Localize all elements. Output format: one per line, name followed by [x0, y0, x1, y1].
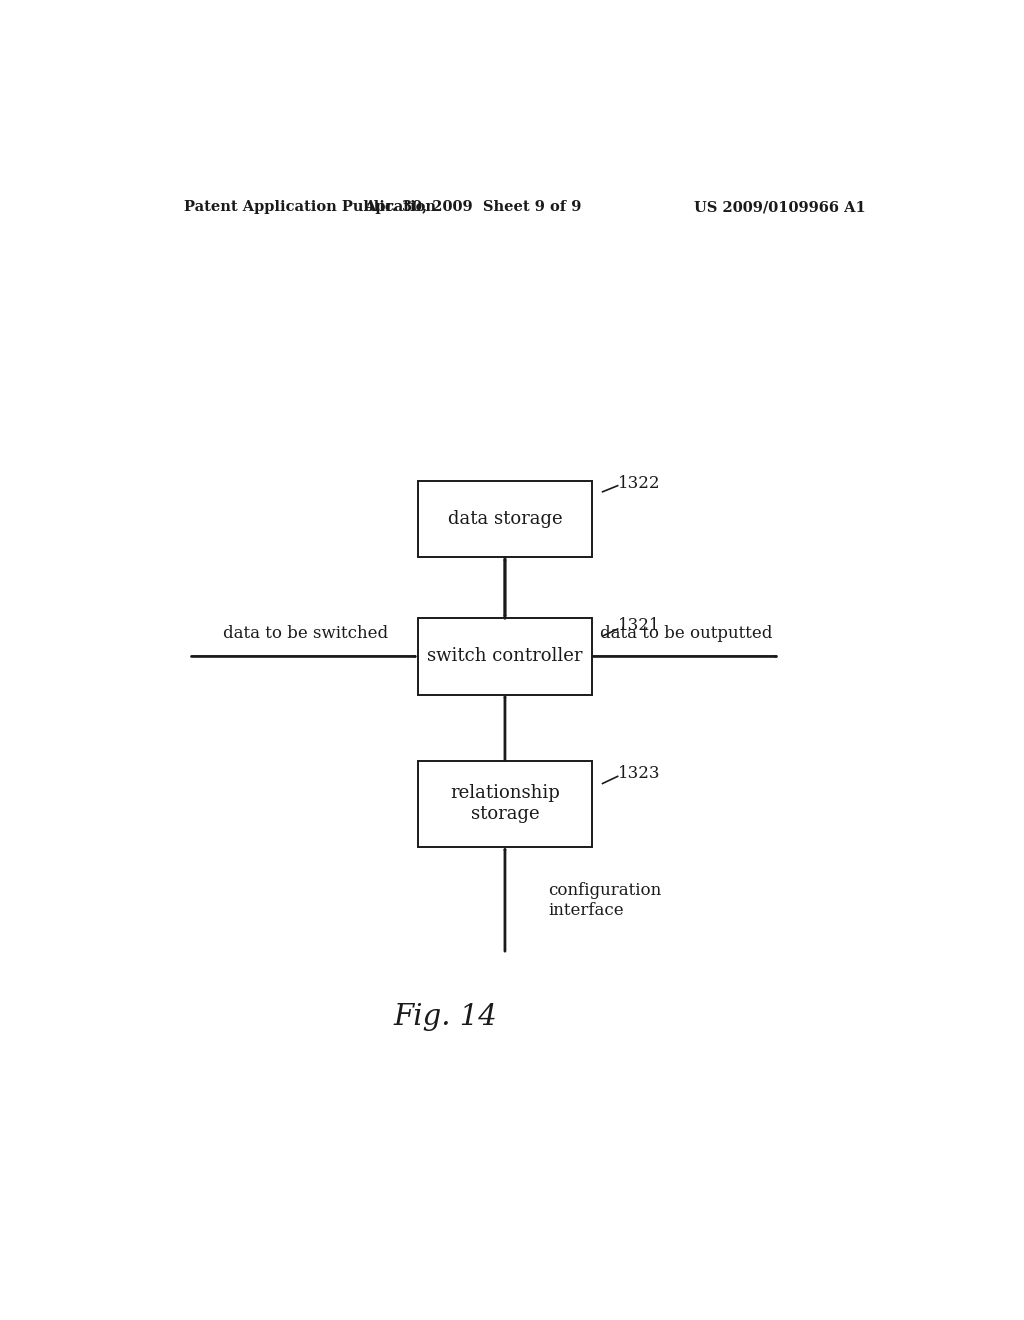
Text: 1323: 1323 [617, 764, 660, 781]
FancyBboxPatch shape [418, 760, 592, 847]
Text: Apr. 30, 2009  Sheet 9 of 9: Apr. 30, 2009 Sheet 9 of 9 [365, 201, 582, 214]
FancyBboxPatch shape [418, 480, 592, 557]
Text: 1321: 1321 [617, 618, 660, 635]
Text: Fig. 14: Fig. 14 [393, 1003, 498, 1031]
Text: data storage: data storage [447, 511, 562, 528]
Text: relationship
storage: relationship storage [451, 784, 560, 824]
Text: 1322: 1322 [617, 475, 660, 492]
FancyBboxPatch shape [418, 618, 592, 694]
Text: switch controller: switch controller [427, 647, 583, 665]
Text: data to be outputted: data to be outputted [600, 626, 772, 643]
Text: data to be switched: data to be switched [223, 626, 388, 643]
Text: configuration
interface: configuration interface [549, 882, 662, 919]
Text: US 2009/0109966 A1: US 2009/0109966 A1 [694, 201, 866, 214]
Text: Patent Application Publication: Patent Application Publication [183, 201, 435, 214]
